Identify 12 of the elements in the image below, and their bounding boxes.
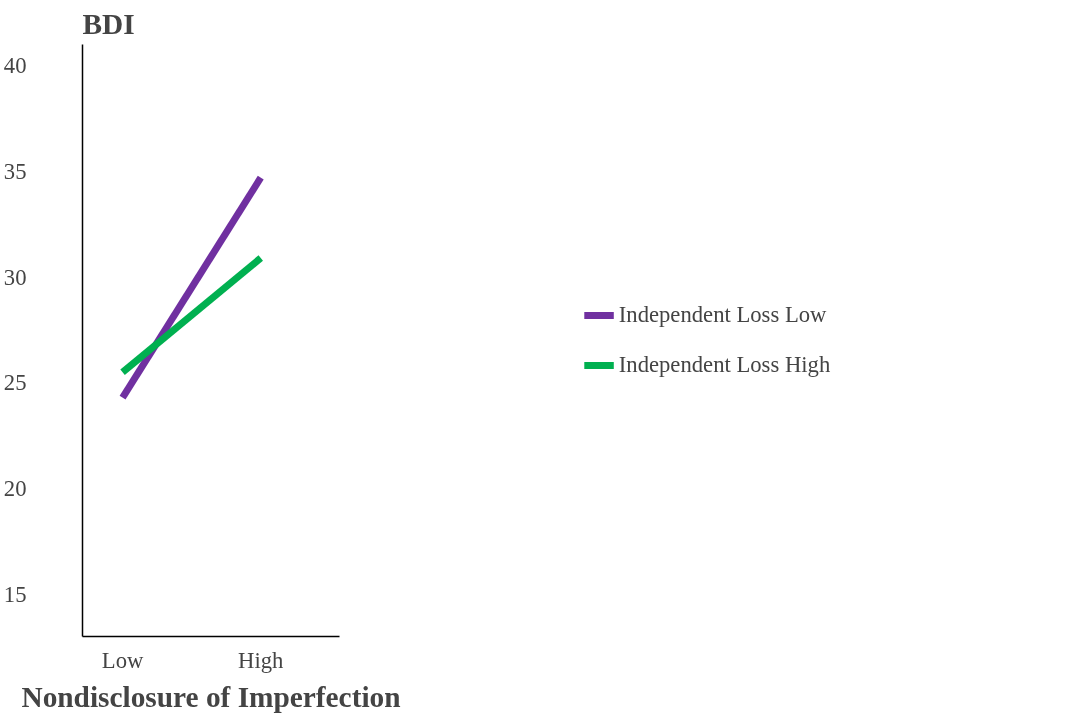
y-tick-label: 40 (3, 53, 27, 79)
y-tick-label: 35 (3, 158, 27, 184)
x-tick-label: High (238, 647, 285, 673)
y-tick-label: 20 (3, 476, 27, 501)
y-tick-label: 15 (3, 581, 27, 607)
y-tick-label: 25 (3, 370, 27, 396)
y-tick-label: 30 (3, 264, 27, 290)
x-tick-label: Low (101, 647, 144, 673)
legend-label: Independent Loss Low (618, 302, 827, 328)
chart-title: BDI (82, 7, 135, 40)
x-axis-title: Nondisclosure of Imperfection (21, 680, 401, 713)
legend-label: Independent Loss High (618, 352, 831, 378)
